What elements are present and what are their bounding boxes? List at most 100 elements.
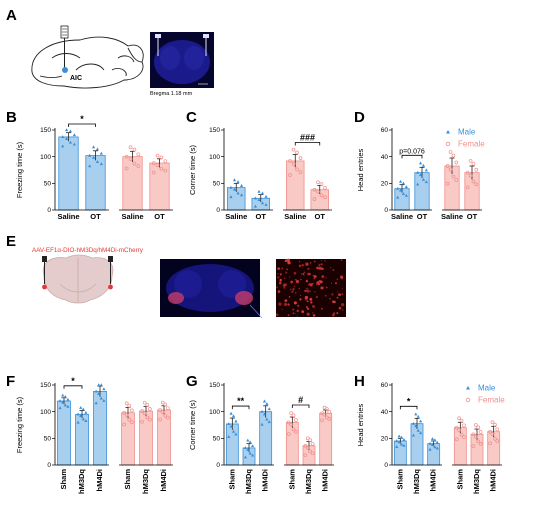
data-point	[163, 159, 168, 164]
data-point	[132, 161, 137, 166]
cell-dot	[341, 288, 343, 290]
data-point	[465, 170, 470, 175]
significance-bracket	[291, 404, 310, 408]
sagittal-brain-schematic	[31, 36, 144, 89]
significance-bracket	[63, 385, 83, 389]
data-point	[448, 167, 453, 172]
data-point	[291, 147, 296, 152]
cell-dot	[283, 286, 286, 289]
cell-dot	[275, 286, 279, 289]
data-point	[229, 195, 233, 199]
panel-letter-b: B	[6, 109, 17, 126]
data-point	[229, 411, 233, 415]
data-point	[76, 412, 80, 416]
cell-dot	[278, 281, 282, 285]
cell-dot	[331, 293, 334, 296]
data-point	[435, 440, 439, 444]
y-axis-label: Freezing time (s)	[15, 396, 24, 453]
legend-male-label: Male	[478, 384, 496, 393]
data-point	[248, 440, 252, 444]
x-tick-label: hM4Di	[429, 469, 438, 492]
data-point	[232, 178, 237, 182]
data-point	[418, 173, 423, 177]
data-point	[488, 429, 492, 434]
significance-label: *	[80, 114, 84, 124]
data-point	[68, 129, 73, 133]
x-tick-label: Sham	[59, 469, 68, 490]
chart-b-freezing-time: 0 50 100 150 Freezing time (s) Saline OT Saline…	[15, 114, 173, 221]
cell-dot	[300, 273, 303, 275]
cannula-icon	[60, 25, 69, 68]
cell-dot	[298, 287, 300, 290]
cell-dot	[324, 294, 327, 297]
y-axis-label: Head entries	[356, 403, 365, 446]
cell-dot	[295, 280, 300, 284]
data-point	[462, 435, 466, 439]
cell-dot	[318, 280, 322, 284]
data-point	[72, 142, 76, 146]
cell-dot	[324, 260, 326, 262]
mcherry-right-hemi	[218, 270, 246, 298]
x-tick-label: Sham	[395, 469, 404, 490]
data-point	[421, 163, 426, 167]
data-point	[473, 434, 478, 439]
data-point	[303, 443, 308, 448]
data-point	[398, 179, 403, 183]
bar-sham-female	[453, 427, 467, 466]
data-point	[474, 182, 479, 187]
cell-dot	[296, 309, 299, 313]
data-point	[454, 160, 459, 165]
data-point	[476, 439, 481, 444]
x-tick-label: OT	[417, 212, 428, 221]
data-point	[424, 168, 428, 172]
data-point	[91, 155, 96, 159]
data-point	[79, 414, 83, 418]
data-point	[246, 438, 250, 442]
y-tick-label: 50	[44, 181, 52, 188]
data-point	[471, 162, 476, 166]
data-point	[267, 420, 271, 424]
data-point	[140, 419, 144, 424]
data-point	[264, 203, 268, 206]
cannula-head-right	[203, 34, 209, 38]
zoom-cells	[275, 258, 345, 317]
cell-dot	[339, 275, 344, 279]
x-tick-label: hM4Di	[321, 469, 330, 492]
data-point	[316, 189, 320, 194]
data-point	[260, 201, 265, 205]
x-tick-label: hM3Dq	[472, 469, 481, 494]
data-point	[320, 411, 324, 416]
data-point	[122, 422, 126, 427]
data-point	[124, 413, 129, 417]
data-point	[232, 187, 237, 191]
data-point	[81, 407, 85, 411]
cell-dot	[336, 296, 339, 299]
data-point	[159, 166, 164, 171]
cell-dot	[337, 291, 339, 293]
cell-dot	[301, 263, 304, 267]
data-point	[239, 183, 244, 187]
panel-letter-c: C	[186, 109, 197, 126]
cell-dot	[309, 262, 312, 264]
bregma-label: Bregma 1.18 mm	[150, 91, 193, 97]
cell-dot	[312, 305, 316, 309]
cell-dot	[330, 282, 333, 284]
data-point	[454, 178, 459, 182]
data-point	[414, 424, 418, 428]
bar-hm4di-male	[259, 411, 273, 466]
y-tick-label: 0	[47, 462, 51, 469]
data-point	[95, 160, 100, 164]
cell-dot	[320, 259, 323, 261]
data-point	[291, 413, 296, 418]
left-hemisphere	[160, 46, 180, 70]
data-point	[286, 420, 291, 425]
data-point	[495, 439, 500, 443]
data-point	[448, 150, 453, 154]
data-point	[493, 422, 497, 427]
data-point	[234, 432, 238, 436]
data-point	[227, 435, 231, 438]
cell-dot	[308, 282, 311, 284]
data-point	[428, 447, 432, 451]
cell-dot	[332, 300, 336, 304]
cell-dot	[332, 269, 335, 271]
